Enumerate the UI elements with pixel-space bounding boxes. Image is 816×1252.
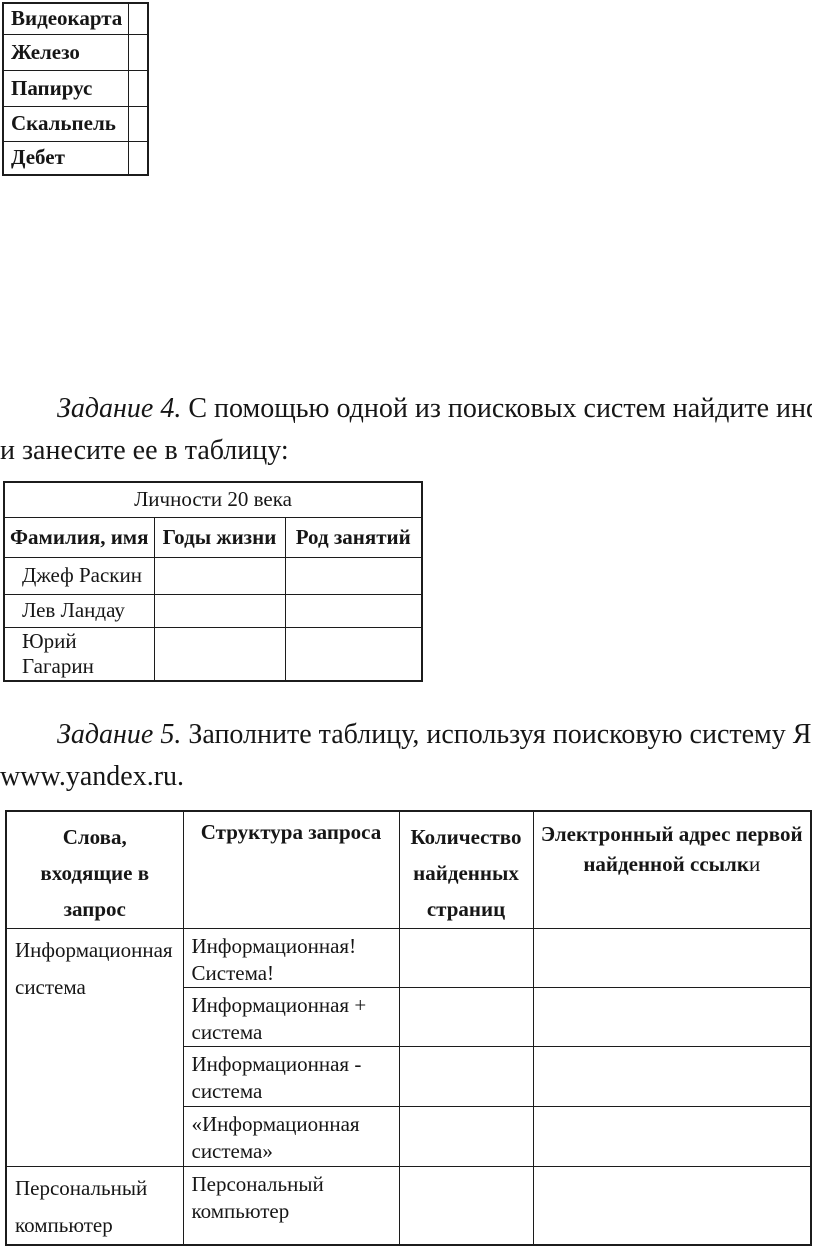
task5-paragraph: Задание 5. Заполните таблицу, используя … — [0, 714, 812, 798]
table-row: «Информационная система» — [6, 1106, 812, 1167]
personalities-table: Личности 20 века Фамилия, имя Годы жизни… — [3, 481, 423, 682]
glossary-term: Железо — [2, 33, 129, 71]
column-header-words: Слова, входящие в запрос — [5, 810, 184, 929]
task5-label: Задание 5. — [57, 719, 182, 750]
column-header-count: Количество найденных страниц — [398, 810, 534, 929]
task5-line2: www.yandex.ru. — [0, 761, 185, 792]
table-row: Фамилия, имя Годы жизни Род занятий — [3, 516, 423, 558]
table-row: Персональный компьютер Персональный комп… — [5, 1166, 812, 1246]
result-url-cell — [532, 1106, 812, 1167]
column-header-structure: Структура запроса — [182, 810, 400, 929]
column-header-occupation: Род занятий — [284, 516, 423, 558]
table-row: Дебет — [2, 140, 149, 176]
person-name: Юрий Гагарин — [3, 626, 155, 681]
glossary-term: Видеокарта — [2, 2, 129, 35]
task5-text: Заполните таблицу, используя поисковую с… — [188, 719, 812, 750]
years-cell — [153, 593, 286, 628]
person-name: Джеф Раскин — [3, 556, 155, 595]
table-row: Железо — [2, 33, 149, 71]
query-structure-cell: Персональный компьютер — [182, 1166, 400, 1246]
result-count-cell — [398, 1046, 534, 1107]
task4-label: Задание 4. — [57, 393, 182, 424]
task4-text: С помощью одной из поисковых систем найд… — [188, 393, 812, 424]
table-row: Информационная система Информационная! С… — [5, 928, 812, 1167]
occupation-cell — [284, 626, 423, 681]
table-row: Информационная + система — [6, 987, 812, 1047]
task5-line1: Задание 5. Заполните таблицу, используя … — [0, 714, 812, 756]
query-structure-cell: Информационная! Система! — [182, 928, 400, 988]
task4-paragraph: Задание 4. С помощью одной из поисковых … — [0, 388, 812, 472]
column-header-years: Годы жизни — [153, 516, 286, 558]
table-row: Лев Ландау — [3, 593, 423, 628]
glossary-table: Видеокарта Железо Папирус Скальпель Дебе… — [2, 2, 149, 176]
years-cell — [153, 556, 286, 595]
result-url-cell — [532, 1166, 812, 1246]
glossary-answer-cell — [127, 69, 149, 107]
glossary-term: Скальпель — [2, 105, 129, 142]
table-row: Джеф Раскин — [3, 556, 423, 595]
table-row: Личности 20 века — [3, 481, 423, 518]
table-row: Папирус — [2, 69, 149, 107]
years-cell — [153, 626, 286, 681]
person-name: Лев Ландау — [3, 593, 155, 628]
table-row: Информационная - система — [6, 1046, 812, 1107]
occupation-cell — [284, 556, 423, 595]
table-row: Скальпель — [2, 105, 149, 142]
query-structure-cell: «Информационная система» — [182, 1106, 400, 1167]
personalities-table-title: Личности 20 века — [3, 481, 423, 518]
task4-line1: Задание 4. С помощью одной из поисковых … — [0, 388, 812, 430]
result-count-cell — [398, 928, 534, 988]
result-url-cell — [532, 987, 812, 1047]
result-count-cell — [398, 1166, 534, 1246]
result-count-cell — [398, 987, 534, 1047]
table-row: Видеокарта — [2, 2, 149, 35]
result-url-cell — [532, 928, 812, 988]
glossary-term: Папирус — [2, 69, 129, 107]
glossary-answer-cell — [127, 140, 149, 176]
glossary-answer-cell — [127, 2, 149, 35]
search-queries-table: Слова, входящие в запрос Структура запро… — [5, 810, 812, 1246]
result-url-cell — [532, 1046, 812, 1107]
column-header-address-line1: Электронный адрес первой — [540, 822, 803, 846]
column-header-address: Электронный адрес первой найденной ссылк… — [532, 810, 812, 929]
glossary-term: Дебет — [2, 140, 129, 176]
query-words-cell: Информационная система — [5, 928, 184, 1167]
table-row: Юрий Гагарин — [3, 626, 423, 681]
occupation-cell — [284, 593, 423, 628]
query-words-cell: Персональный компьютер — [5, 1166, 184, 1246]
task4-line2: и занесите ее в таблицу: — [0, 435, 289, 466]
column-header-address-line2: найденной ссылки — [583, 852, 761, 876]
glossary-answer-cell — [127, 105, 149, 142]
query-structure-cell: Информационная + система — [182, 987, 400, 1047]
column-header-name: Фамилия, имя — [3, 516, 155, 558]
query-structure-cell: Информационная - система — [182, 1046, 400, 1107]
table-row: Слова, входящие в запрос Структура запро… — [5, 810, 812, 929]
glossary-answer-cell — [127, 33, 149, 71]
result-count-cell — [398, 1106, 534, 1167]
